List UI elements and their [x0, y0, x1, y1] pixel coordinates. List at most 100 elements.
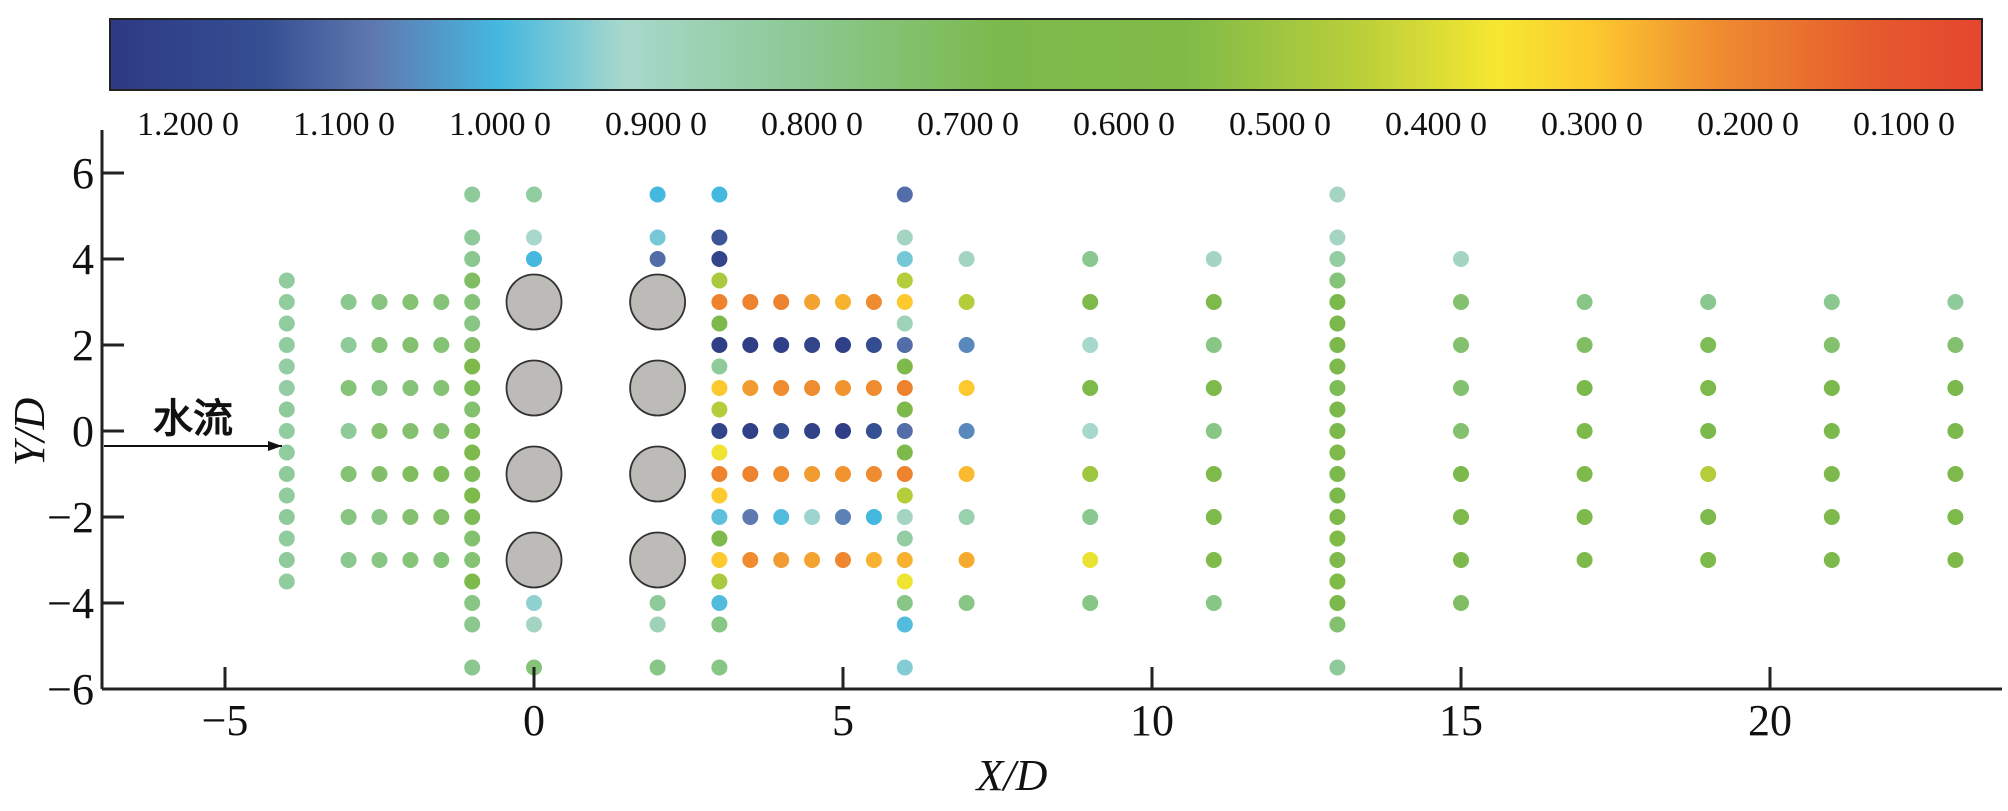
data-point	[835, 509, 851, 525]
data-point	[835, 423, 851, 439]
series-column	[1082, 251, 1099, 611]
data-point	[711, 552, 728, 568]
data-point	[711, 251, 728, 267]
series-column	[526, 186, 542, 676]
x-ticks: −5 0 5 10 15 20	[202, 667, 1792, 745]
data-point	[804, 294, 821, 310]
data-point	[526, 616, 542, 633]
data-point	[958, 380, 975, 396]
data-point	[1329, 251, 1346, 267]
series-column	[1205, 251, 1222, 611]
data-point	[1453, 294, 1469, 310]
series-column	[896, 186, 913, 676]
data-point	[742, 509, 759, 525]
data-point	[1329, 229, 1346, 246]
data-point	[402, 466, 419, 482]
data-point	[742, 380, 759, 396]
data-point	[896, 659, 913, 676]
data-point	[464, 552, 481, 568]
data-point	[896, 358, 913, 375]
data-point	[278, 487, 295, 504]
x-tick-label: 0	[523, 696, 545, 745]
data-point	[711, 509, 728, 525]
cylinder	[629, 273, 686, 331]
data-point	[278, 315, 295, 332]
data-point	[1205, 552, 1222, 568]
cylinder	[629, 531, 686, 589]
data-point	[526, 186, 542, 203]
data-point	[464, 358, 481, 375]
x-tick-label: 20	[1748, 696, 1792, 745]
data-point	[773, 423, 790, 439]
data-point	[464, 229, 481, 246]
data-point	[433, 380, 450, 396]
series-column	[1329, 186, 1346, 676]
data-point	[649, 186, 666, 203]
y-tick-label: 0	[72, 407, 94, 456]
data-point	[896, 466, 913, 482]
data-point	[773, 380, 790, 396]
data-point	[1947, 294, 1964, 310]
cylinder	[505, 531, 563, 589]
data-point	[1329, 186, 1346, 203]
data-point	[278, 337, 295, 353]
data-point	[742, 294, 759, 310]
data-point	[1823, 380, 1840, 396]
colorbar-tick-label: 0.600 0	[1073, 106, 1175, 143]
y-tick-label: 4	[72, 235, 94, 284]
data-point	[278, 573, 295, 590]
data-point	[958, 552, 975, 568]
colorbar-tick-label: 1.200 0	[137, 106, 239, 143]
data-point	[896, 552, 913, 568]
data-point	[1329, 315, 1346, 332]
data-point	[1453, 595, 1469, 611]
data-point	[804, 466, 821, 482]
colorbar-tick-labels: 1.200 0 1.100 0 1.000 0 0.900 0 0.800 0 0.700…	[137, 106, 1955, 143]
cylinder	[505, 359, 563, 417]
data-point	[1576, 423, 1593, 439]
data-point	[958, 595, 975, 611]
series-column	[464, 186, 481, 676]
series-column	[371, 294, 388, 568]
series-column	[804, 294, 821, 568]
colorbar-tick-label: 0.400 0	[1385, 106, 1487, 143]
data-point	[1329, 358, 1346, 375]
data-point	[1576, 466, 1593, 482]
colorbar-tick-label: 0.300 0	[1541, 106, 1643, 143]
data-point	[1947, 380, 1964, 396]
series-column	[278, 272, 295, 590]
y-ticks: −6 −4 −2 0 2 4 6	[47, 149, 124, 714]
data-point	[526, 229, 542, 246]
data-point	[1329, 487, 1346, 504]
data-point	[711, 423, 728, 439]
data-point	[402, 337, 419, 353]
series-column	[1700, 294, 1717, 568]
data-point	[835, 380, 851, 396]
data-point	[1947, 552, 1964, 568]
data-point	[433, 337, 450, 353]
series-column	[958, 251, 975, 611]
cylinders	[505, 273, 686, 589]
data-point	[433, 294, 450, 310]
x-tick-label: 10	[1130, 696, 1174, 745]
data-point	[433, 552, 450, 568]
data-point	[464, 337, 481, 353]
data-point	[371, 509, 388, 525]
data-point	[804, 423, 821, 439]
data-point	[649, 251, 666, 267]
data-point	[896, 380, 913, 396]
data-point	[1700, 380, 1717, 396]
data-point	[1453, 251, 1469, 267]
data-point	[649, 659, 666, 676]
data-point	[773, 337, 790, 353]
data-point	[1329, 294, 1346, 310]
data-point	[1205, 509, 1222, 525]
data-point	[1205, 595, 1222, 611]
data-point	[896, 595, 913, 611]
data-point	[433, 466, 450, 482]
data-point	[1329, 423, 1346, 439]
data-point	[371, 337, 388, 353]
data-point	[711, 487, 728, 504]
data-point	[402, 509, 419, 525]
